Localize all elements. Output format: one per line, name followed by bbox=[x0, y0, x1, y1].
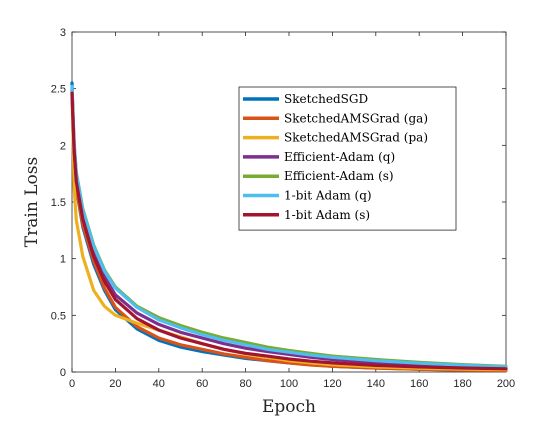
legend-entry-label: 1-bit Adam (q) bbox=[284, 189, 372, 203]
legend-entry-label: SketchedAMSGrad (pa) bbox=[284, 131, 428, 145]
legend-entry-label: SketchedSGD bbox=[284, 92, 368, 106]
x-tick-label: 100 bbox=[280, 378, 298, 390]
x-tick-label: 140 bbox=[367, 378, 385, 390]
legend-entry-label: SketchedAMSGrad (ga) bbox=[284, 111, 428, 125]
y-tick-label: 2.5 bbox=[51, 84, 66, 96]
legend-entry-label: Efficient-Adam (q) bbox=[284, 150, 395, 164]
series-line bbox=[70, 84, 508, 369]
y-tick-label: 0 bbox=[60, 367, 66, 379]
x-tick-label: 200 bbox=[497, 378, 515, 390]
series-group bbox=[70, 81, 508, 373]
legend-entry-label: Efficient-Adam (s) bbox=[284, 169, 394, 183]
y-tick-label: 1.5 bbox=[51, 197, 66, 209]
x-tick-label: 20 bbox=[109, 378, 121, 390]
series-line bbox=[70, 91, 508, 371]
y-axis-label: Train Loss bbox=[22, 157, 42, 247]
y-tick-label: 0.5 bbox=[51, 310, 66, 322]
x-tick-label: 40 bbox=[153, 378, 165, 390]
x-tick-label: 80 bbox=[239, 378, 251, 390]
x-tick-label: 60 bbox=[196, 378, 208, 390]
y-tick-label: 3 bbox=[60, 27, 66, 39]
x-tick-label: 160 bbox=[410, 378, 428, 390]
legend: SketchedSGD SketchedAMSGrad (ga) SketchedA… bbox=[238, 86, 457, 231]
y-tick-label: 1 bbox=[60, 254, 66, 266]
x-tick-label: 180 bbox=[453, 378, 471, 390]
x-tick-label: 120 bbox=[323, 378, 341, 390]
legend-entry-label: 1-bit Adam (s) bbox=[284, 208, 370, 222]
y-tick-label: 2 bbox=[60, 140, 66, 152]
x-tick-label: 0 bbox=[69, 378, 75, 390]
x-axis-label: Epoch bbox=[262, 397, 316, 417]
